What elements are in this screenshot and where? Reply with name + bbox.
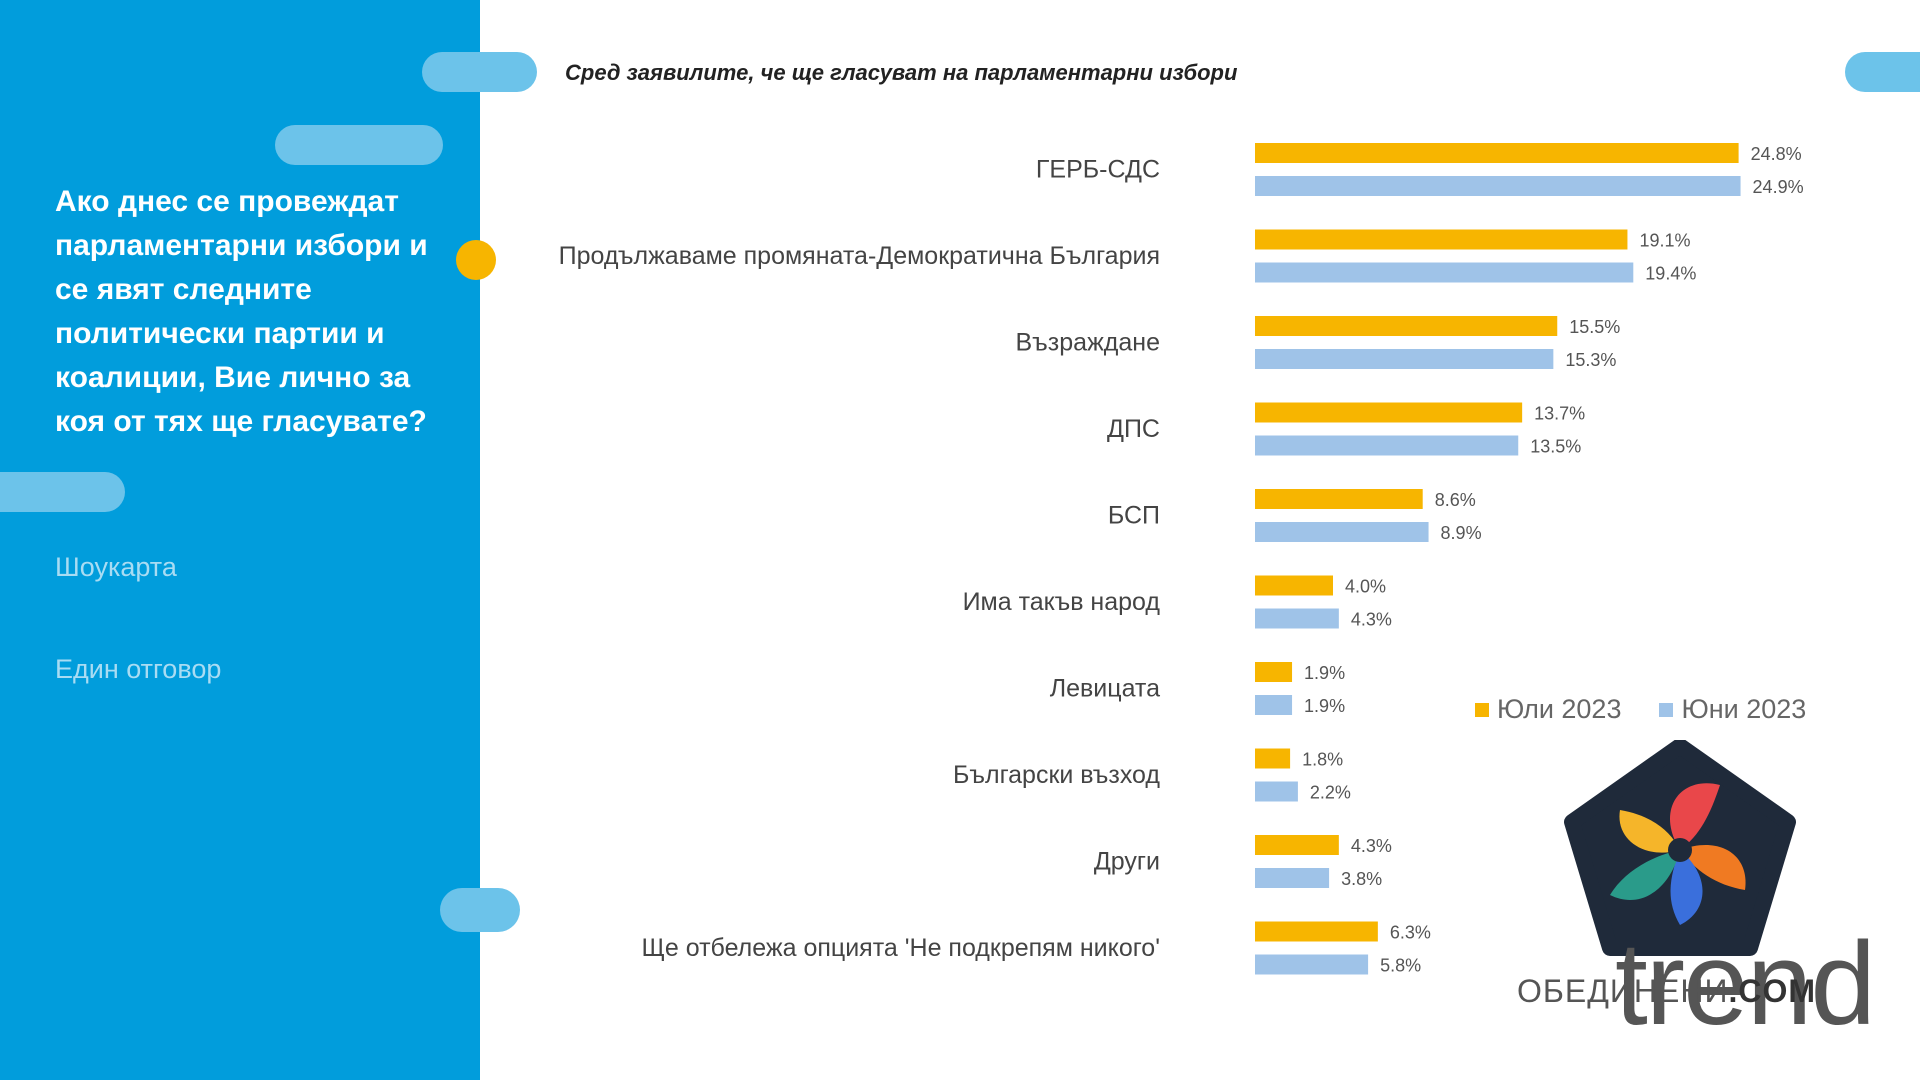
data-label-june: 8.9% [1441,523,1482,543]
bar-july [1255,575,1333,596]
bar-june [1255,954,1369,975]
decorative-pill [422,52,537,92]
category-label: Български възход [953,761,1160,789]
data-label-june: 3.8% [1341,869,1382,889]
bar-july [1255,748,1291,769]
category-label: ГЕРБ-СДС [1036,156,1160,184]
bar-june [1255,349,1554,369]
category-label: Продължаваме промяната-Демократична Бълг… [559,242,1160,270]
bar-june [1255,522,1429,542]
category-label: БСП [1108,502,1160,530]
bar-june [1255,435,1519,456]
data-label-june: 13.5% [1530,437,1581,457]
bar-july [1255,402,1523,423]
pentagon-swirl-logo-icon [1564,740,1796,956]
bar-july [1255,489,1423,509]
chart-legend: Юли 2023 Юни 2023 [1475,694,1806,725]
bar-june [1255,608,1339,629]
data-label-july: 4.0% [1345,577,1386,597]
legend-label-july: Юли 2023 [1497,694,1622,724]
bar-june [1255,262,1634,283]
data-label-july: 1.9% [1304,663,1345,683]
decorative-pill [1845,52,1920,92]
legend-swatch-july [1475,702,1489,717]
left-panel [0,0,480,1080]
data-label-june: 15.3% [1565,350,1616,370]
bar-july [1255,921,1378,942]
decorative-pill [275,125,443,165]
brand-name: ОБЕДИНЕНИ.COM [1517,973,1816,1010]
data-label-june: 19.4% [1645,264,1696,284]
brand-mark: trend [1615,918,1876,1050]
bar-july [1255,662,1293,682]
data-label-june: 4.3% [1351,610,1392,630]
bar-june [1255,695,1293,715]
answer-type-label: Един отговор [55,654,222,684]
legend-swatch-june [1659,702,1674,717]
data-label-july: 8.6% [1435,490,1476,510]
bar-july [1255,229,1628,250]
category-label: Други [1094,848,1160,876]
bar-june [1255,868,1330,888]
category-label: Ще отбележа опцията 'Не подкрепям никого… [641,934,1160,962]
decorative-pill [440,888,520,932]
legend-item-july: Юли 2023 [1475,694,1621,725]
data-label-july: 19.1% [1639,231,1690,251]
method-label: Шоукарта [55,552,177,582]
data-label-july: 15.5% [1569,317,1620,337]
decorative-pill [0,472,125,512]
data-label-july: 24.8% [1751,144,1802,164]
bar-july [1255,143,1739,163]
survey-question: Ако днес се провеждат парламентарни избо… [55,185,428,438]
legend-item-june: Юни 2023 [1659,694,1806,725]
data-label-july: 6.3% [1390,923,1431,943]
brand-name-bold: .COM [1728,973,1817,1009]
data-label-june: 2.2% [1310,783,1351,803]
brand-name-regular: ОБЕДИНЕНИ [1517,973,1729,1009]
data-label-june: 24.9% [1753,177,1804,197]
bar-july [1255,835,1339,855]
bar-june [1255,176,1741,196]
decorative-dot [456,240,496,280]
category-label: Възраждане [1016,329,1161,357]
category-label: Има такъв народ [963,588,1161,616]
data-label-june: 1.9% [1304,696,1345,716]
legend-label-june: Юни 2023 [1681,694,1807,724]
bar-july [1255,316,1558,336]
data-label-june: 5.8% [1380,956,1421,976]
data-label-july: 1.8% [1302,750,1343,770]
category-label: ДПС [1107,415,1160,443]
chart-title: Сред заявилите, че ще гласуват на парлам… [565,60,1238,85]
bar-june [1255,781,1298,802]
data-label-july: 13.7% [1534,404,1585,424]
data-label-july: 4.3% [1351,836,1392,856]
category-label: Левицата [1050,675,1160,703]
